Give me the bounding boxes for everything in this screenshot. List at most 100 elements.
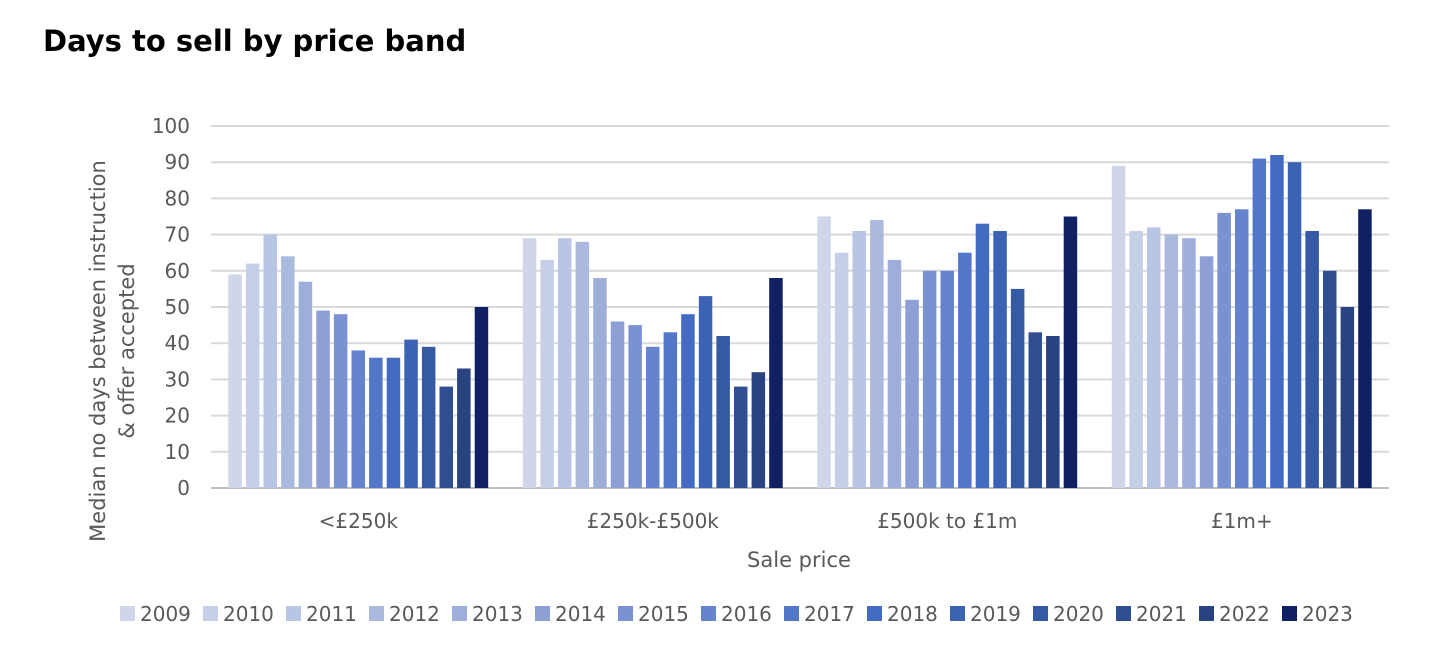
legend-swatch — [1033, 606, 1048, 621]
legend-item-2009: 2009 — [120, 602, 191, 626]
y-tick-label: 100 — [152, 114, 190, 138]
y-tick-label: 40 — [165, 331, 190, 355]
legend-swatch — [1282, 606, 1297, 621]
bar-2011-0 — [263, 234, 277, 488]
bar-2020-1 — [716, 336, 730, 488]
chart-title: Days to sell by price band — [43, 24, 467, 58]
y-tick-label: 80 — [165, 186, 190, 210]
bar-2010-3 — [1129, 231, 1143, 488]
bar-2013-2 — [887, 259, 902, 488]
bar-2011-1 — [558, 238, 572, 488]
x-axis-categories: <£250k £250k-£500k £500k to £1m £1m+ — [319, 509, 1273, 533]
legend-item-2020: 2020 — [1033, 602, 1104, 626]
legend-item-2021: 2021 — [1116, 602, 1187, 626]
y-tick-label: 90 — [165, 150, 190, 174]
bar-2013-1 — [593, 278, 607, 488]
legend-label: 2023 — [1302, 602, 1353, 626]
legend-label: 2012 — [389, 602, 440, 626]
bar-2015-0 — [333, 314, 348, 488]
bar-2012-2 — [870, 220, 884, 488]
bar-2019-3 — [1287, 162, 1302, 488]
bar-2017-3 — [1252, 158, 1267, 488]
y-tick-label: 60 — [165, 259, 190, 283]
bar-2014-3 — [1199, 256, 1214, 488]
legend-label: 2020 — [1053, 602, 1104, 626]
legend-label: 2010 — [223, 602, 274, 626]
legend-item-2015: 2015 — [618, 602, 689, 626]
y-tick-label: 50 — [165, 295, 190, 319]
bar-2018-1 — [681, 314, 695, 488]
y-tick-label: 70 — [165, 223, 190, 247]
x-axis-title: Sale price — [747, 548, 851, 572]
bar-2021-0 — [439, 386, 453, 488]
bar-2018-0 — [386, 357, 401, 488]
legend-label: 2015 — [638, 602, 689, 626]
bar-2018-3 — [1270, 155, 1284, 488]
legend-label: 2017 — [804, 602, 855, 626]
y-axis-ticks: 0 10 20 30 40 50 60 70 80 90 100 — [152, 114, 190, 500]
bar-2015-2 — [922, 270, 937, 488]
legend-label: 2011 — [306, 602, 357, 626]
y-tick-label: 30 — [165, 367, 190, 391]
bar-2011-2 — [852, 231, 866, 488]
bar-2013-0 — [298, 281, 313, 488]
bar-2013-3 — [1182, 238, 1196, 488]
bar-2022-0 — [457, 368, 471, 488]
bar-2023-3 — [1358, 209, 1372, 489]
bar-2016-1 — [646, 346, 660, 488]
x-category-label: <£250k — [319, 509, 399, 533]
legend-swatch — [1116, 606, 1131, 621]
legend-item-2013: 2013 — [452, 602, 523, 626]
bar-2022-3 — [1340, 307, 1355, 488]
legend-swatch — [286, 606, 301, 621]
legend-swatch — [1199, 606, 1214, 621]
bar-2022-2 — [1046, 336, 1060, 488]
bar-2016-0 — [351, 350, 365, 488]
legend-swatch — [452, 606, 467, 621]
legend-item-2012: 2012 — [369, 602, 440, 626]
bar-2022-1 — [751, 372, 766, 488]
bar-2014-0 — [316, 310, 330, 488]
legend-item-2011: 2011 — [286, 602, 357, 626]
legend-label: 2021 — [1136, 602, 1187, 626]
y-axis-title-line: & offer accepted — [115, 263, 139, 438]
bar-2017-2 — [958, 252, 972, 488]
bar-2023-1 — [769, 278, 783, 488]
y-tick-label: 20 — [165, 404, 190, 428]
bar-2010-1 — [540, 259, 554, 488]
bar-2014-2 — [905, 299, 919, 488]
legend-label: 2022 — [1219, 602, 1270, 626]
legend-item-2014: 2014 — [535, 602, 606, 626]
legend-swatch — [369, 606, 384, 621]
legend-swatch — [784, 606, 799, 621]
bar-2010-2 — [834, 252, 849, 488]
x-category-label: £500k to £1m — [877, 509, 1017, 533]
bar-2019-0 — [404, 339, 418, 488]
legend-swatch — [618, 606, 633, 621]
legend-swatch — [701, 606, 716, 621]
legend-label: 2009 — [140, 602, 191, 626]
bar-2023-2 — [1063, 216, 1078, 488]
bar-2016-2 — [940, 270, 954, 488]
bar-2009-3 — [1111, 165, 1126, 489]
legend-label: 2016 — [721, 602, 772, 626]
bar-2019-2 — [993, 231, 1007, 488]
bar-2009-0 — [228, 274, 242, 488]
bar-2010-0 — [245, 263, 260, 488]
legend-label: 2019 — [970, 602, 1021, 626]
legend-item-2010: 2010 — [203, 602, 274, 626]
bar-2012-1 — [575, 241, 590, 488]
legend-label: 2013 — [472, 602, 523, 626]
y-tick-label: 0 — [177, 476, 190, 500]
legend-swatch — [867, 606, 882, 621]
legend-item-2018: 2018 — [867, 602, 938, 626]
bar-2020-2 — [1010, 288, 1025, 488]
bar-2012-0 — [281, 256, 295, 488]
bar-2015-3 — [1217, 212, 1231, 488]
legend-item-2022: 2022 — [1199, 602, 1270, 626]
legend-swatch — [120, 606, 135, 621]
legend: 2009 2010 2011 2012 2013 2014 2015 2016 2017 2018… — [120, 602, 1353, 626]
legend-item-2017: 2017 — [784, 602, 855, 626]
bar-2015-1 — [628, 325, 642, 488]
